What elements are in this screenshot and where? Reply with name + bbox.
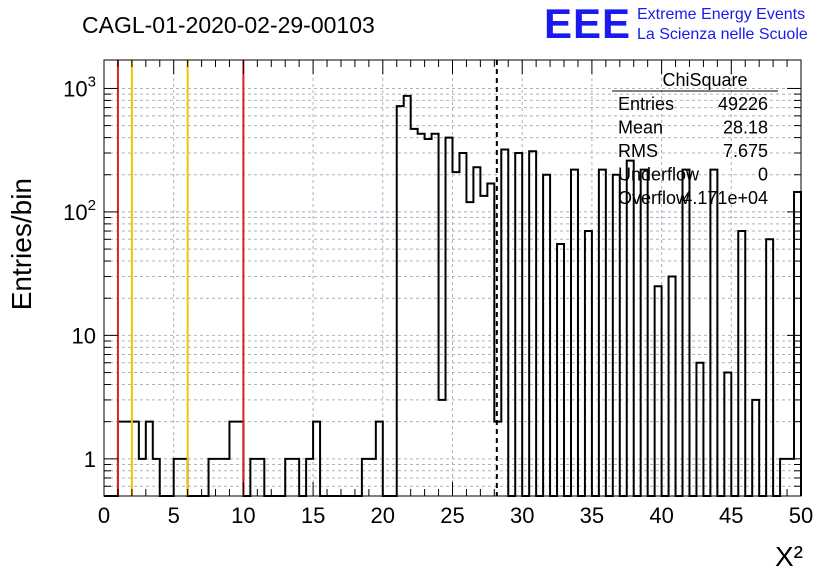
histogram-bin: [480, 196, 487, 496]
histogram-bin: [515, 153, 522, 496]
stats-row-label: Entries: [618, 94, 674, 114]
stats-title: ChiSquare: [662, 70, 747, 90]
histogram-bin: [641, 170, 648, 496]
chart-title: CAGL-01-2020-02-29-00103: [82, 12, 375, 38]
x-tick-label: 20: [371, 503, 395, 528]
histogram-bin: [425, 139, 432, 496]
logo-line-1: Extreme Energy Events: [637, 6, 805, 23]
stats-row-value: 0: [758, 165, 768, 185]
axes: 0 5 10 15 20 25 30 35 40 45 50 1 10 102 103: [63, 60, 813, 528]
histogram-bin: [397, 106, 404, 496]
histogram-bin: [418, 134, 425, 496]
x-tick-label: 0: [98, 503, 110, 528]
histogram-bin: [557, 244, 564, 496]
histogram-bin: [529, 151, 536, 496]
x-tick-label: 45: [719, 503, 743, 528]
stats-row-value: 49226: [718, 94, 768, 114]
histogram-bin: [571, 170, 578, 496]
histogram-bin: [439, 400, 446, 496]
x-axis-label: X²: [775, 541, 803, 572]
stats-row-label: Underflow: [618, 165, 700, 185]
histogram-bin: [487, 183, 494, 496]
histogram-bin: [766, 239, 773, 496]
histogram-bin: [599, 170, 606, 496]
stats-box: ChiSquare Entries 49226 Mean 28.18 RMS 7.675 Un…: [612, 70, 778, 208]
histogram-bin: [453, 172, 460, 496]
stats-row-value: 4.171e+04: [682, 188, 768, 208]
y-tick-label: 102: [63, 197, 96, 225]
histogram-bin: [794, 192, 801, 496]
y-tick-label: 1: [84, 447, 96, 472]
histogram-bin: [432, 134, 439, 496]
x-tick-label: 10: [231, 503, 255, 528]
y-tick-label: 10: [72, 323, 96, 348]
stats-row-label: RMS: [618, 141, 658, 161]
histogram-bin: [459, 153, 466, 496]
stats-row-value: 7.675: [723, 141, 768, 161]
histogram-bin: [446, 138, 453, 496]
stats-row-value: 28.18: [723, 118, 768, 138]
x-tick-label: 30: [510, 503, 534, 528]
histogram-bin: [627, 161, 634, 496]
histogram-bin: [473, 167, 480, 496]
logo-line-2: La Scienza nelle Scuole: [637, 26, 808, 43]
x-tick-label: 15: [301, 503, 325, 528]
stats-row-label: Mean: [618, 118, 663, 138]
eee-logo: EEE: [544, 0, 631, 47]
histogram-bin: [466, 202, 473, 496]
x-tick-label: 25: [440, 503, 464, 528]
histogram-bin: [411, 129, 418, 496]
x-tick-label: 5: [168, 503, 180, 528]
x-tick-label: 40: [649, 503, 673, 528]
histogram-bin: [501, 150, 508, 496]
histogram-bin: [696, 363, 703, 496]
stats-row-label: Overflow: [618, 188, 690, 208]
histogram-bin: [710, 170, 717, 496]
eee-logo-block: EEE Extreme Energy Events La Scienza nel…: [544, 0, 808, 47]
grid-lines: [104, 60, 801, 496]
histogram-bin: [683, 170, 690, 496]
histogram-bin: [585, 231, 592, 496]
x-tick-label: 35: [580, 503, 604, 528]
reference-lines: [116, 60, 498, 496]
histogram-bin: [669, 276, 676, 496]
x-tick-label: 50: [789, 503, 813, 528]
y-tick-label: 103: [63, 73, 96, 101]
histogram-bin: [738, 231, 745, 496]
y-axis-label: Entries/bin: [6, 178, 37, 310]
histogram-bin: [404, 96, 411, 496]
histogram-bin: [752, 400, 759, 496]
